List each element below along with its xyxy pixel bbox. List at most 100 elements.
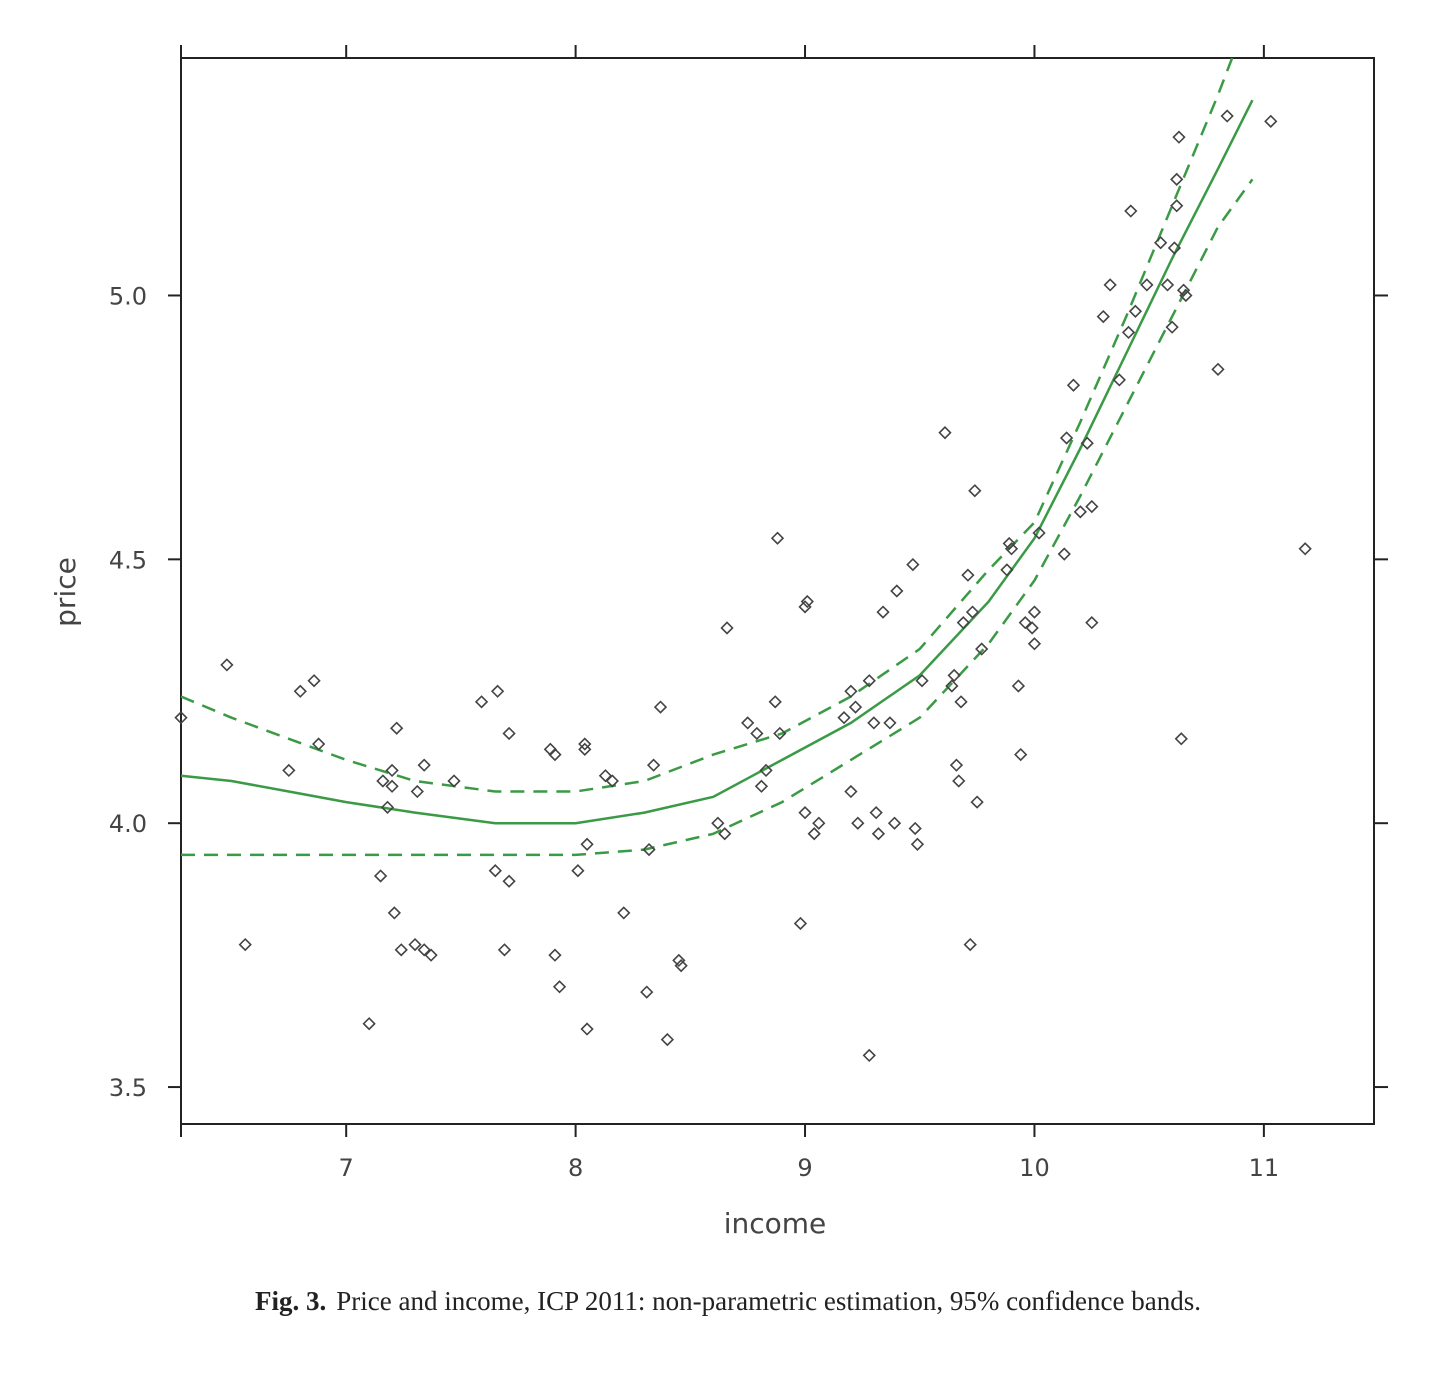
data-point (1066, 378, 1081, 392)
data-point (408, 937, 422, 952)
data-point (908, 821, 922, 836)
data-point (307, 674, 321, 688)
data-point (954, 695, 968, 709)
data-point (552, 980, 567, 994)
data-point (385, 763, 399, 778)
data-point (965, 605, 980, 619)
data-point (580, 1022, 594, 1036)
data-point (548, 747, 562, 762)
data-point (578, 737, 592, 751)
data-point (1124, 204, 1138, 218)
data-point (773, 726, 787, 741)
data-point (867, 716, 881, 730)
x-tick-label: 8 (568, 1154, 583, 1182)
data-points (174, 109, 1312, 1063)
data-point (1170, 199, 1184, 213)
data-point (869, 806, 883, 820)
data-point (571, 864, 585, 878)
data-point (1000, 563, 1014, 577)
data-point (1014, 747, 1028, 762)
data-point (961, 568, 975, 582)
data-point (1059, 431, 1074, 445)
data-point (1140, 278, 1154, 292)
data-point (417, 943, 431, 957)
data-point (387, 906, 401, 920)
x-tick-label: 11 (1249, 1154, 1280, 1182)
data-point (385, 779, 399, 793)
data-point (1220, 109, 1234, 123)
data-point (646, 758, 661, 772)
data-point (754, 779, 769, 793)
data-point (488, 864, 502, 878)
lower-confidence-band (181, 178, 1254, 857)
data-point (1154, 236, 1168, 250)
data-point (862, 1048, 876, 1063)
data-point (711, 816, 725, 830)
data-point (1170, 172, 1184, 187)
data-point (848, 700, 863, 714)
data-point (447, 774, 461, 788)
data-point (906, 557, 920, 572)
data-point (373, 869, 388, 883)
y-tick-label: 4.0 (109, 810, 147, 838)
data-point (394, 943, 408, 957)
data-point (851, 816, 865, 830)
data-point (1103, 278, 1117, 292)
data-point (605, 774, 619, 788)
data-point (376, 774, 390, 788)
data-point (945, 679, 959, 693)
data-point (798, 806, 812, 820)
y-axis-label: price (49, 557, 82, 627)
data-point (718, 827, 732, 841)
data-point (580, 837, 594, 851)
data-point (770, 531, 785, 545)
data-point (174, 711, 188, 725)
data-point (674, 959, 688, 973)
data-point (1174, 732, 1188, 746)
data-point (1121, 325, 1136, 340)
data-point (672, 953, 686, 968)
data-point (1018, 616, 1032, 630)
data-point (807, 827, 821, 841)
confidence-bands (181, 58, 1254, 857)
data-point (741, 716, 755, 730)
data-point (1298, 542, 1312, 556)
tick-labels: 7 8 9 10 11 3.5 4.0 4.5 5.0 (109, 282, 1279, 1182)
data-point (390, 721, 404, 735)
data-point (1172, 130, 1186, 144)
data-point (1073, 505, 1087, 519)
data-point (910, 837, 925, 851)
data-point (1211, 362, 1225, 376)
data-point (844, 684, 858, 698)
y-tick-label: 3.5 (109, 1074, 147, 1102)
data-point (837, 711, 851, 725)
upper-confidence-band (181, 58, 1234, 793)
data-point (1011, 679, 1026, 693)
data-point (812, 816, 826, 830)
data-point (798, 600, 812, 614)
data-point (1096, 309, 1110, 324)
data-point (598, 769, 613, 783)
fit-line (181, 99, 1254, 825)
data-point (862, 674, 876, 688)
y-tick-label: 4.5 (109, 546, 147, 574)
data-point (963, 937, 977, 952)
fit-line-group (181, 99, 1254, 825)
data-point (1176, 283, 1191, 297)
data-point (1080, 436, 1094, 450)
data-point (1165, 320, 1179, 334)
data-point (844, 784, 858, 799)
data-point (947, 668, 961, 683)
figure-caption: Fig. 3. Price and income, ICP 2011: non-p… (0, 1286, 1456, 1317)
data-point (238, 937, 252, 952)
data-point (956, 616, 970, 630)
data-point (1027, 605, 1042, 619)
data-point (915, 674, 929, 688)
data-point (1002, 536, 1016, 551)
data-point (293, 684, 307, 698)
data-point (490, 684, 505, 698)
data-point (642, 842, 656, 857)
data-point (949, 758, 964, 772)
data-point (938, 426, 952, 440)
data-point (502, 874, 516, 888)
